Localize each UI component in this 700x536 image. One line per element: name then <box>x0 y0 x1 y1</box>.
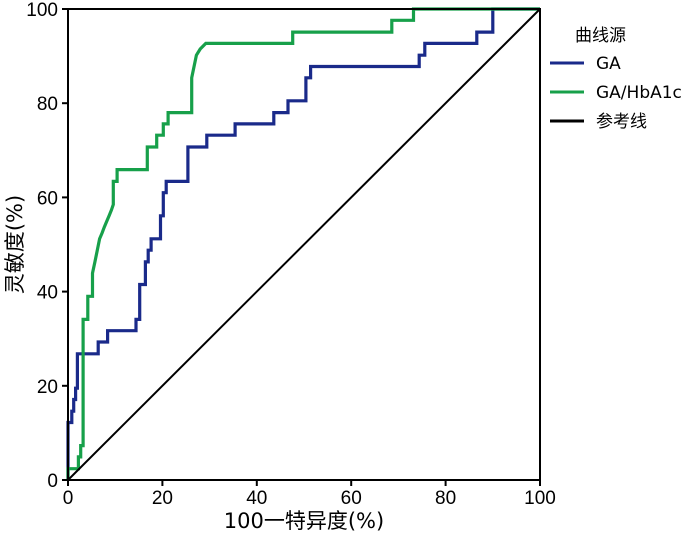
y-tick-label: 80 <box>37 94 58 115</box>
series-line-2 <box>67 8 541 481</box>
y-tick-label: 20 <box>37 377 58 398</box>
y-axis: 0 20 40 60 80 100 <box>26 0 68 492</box>
plot-frame <box>67 8 541 481</box>
y-tick-label: 0 <box>47 471 58 492</box>
legend-items: GA GA/HbA1c 参考线 <box>550 54 682 132</box>
series-line-1 <box>66 7 540 480</box>
x-axis-title: 100一特异度(%) <box>224 509 384 533</box>
x-tick-label: 0 <box>63 488 74 509</box>
y-tick-label: 40 <box>37 283 58 304</box>
x-tick-label: 80 <box>435 488 456 509</box>
y-tick-label: 100 <box>26 0 58 21</box>
x-tick-label: 40 <box>246 488 267 509</box>
x-tick-label: 100 <box>524 488 556 509</box>
legend: 曲线源 GA GA/HbA1c 参考线 <box>550 26 682 132</box>
y-tick-label: 60 <box>37 188 58 209</box>
legend-label-1: GA/HbA1c <box>596 83 682 103</box>
series-line-0 <box>66 7 540 480</box>
legend-label-0: GA <box>596 54 621 74</box>
series-layer <box>66 7 541 481</box>
x-axis: 0 20 40 60 80 100 <box>63 480 556 509</box>
legend-title: 曲线源 <box>575 26 626 46</box>
y-axis-title: 灵敏度(%) <box>3 195 27 294</box>
x-tick-label: 60 <box>341 488 362 509</box>
x-tick-label: 20 <box>152 488 173 509</box>
plot-area <box>66 7 541 481</box>
legend-label-2: 参考线 <box>596 112 647 132</box>
